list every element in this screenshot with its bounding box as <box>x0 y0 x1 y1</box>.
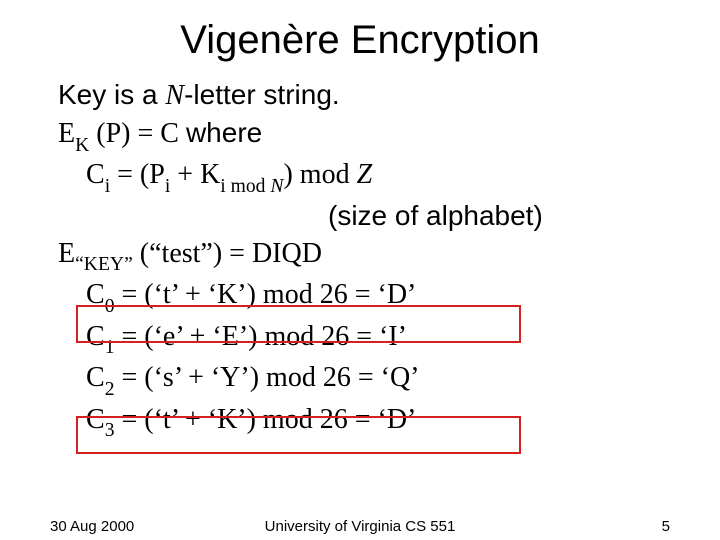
text: (“test”) = DIQD <box>133 238 322 269</box>
sub-mod: mod <box>226 176 271 197</box>
text: (P) = C <box>89 118 186 149</box>
sub-0: 0 <box>105 296 115 317</box>
text: (size of alphabet) <box>328 200 543 231</box>
line-example: E“KEY” (“test”) = DIQD <box>58 235 670 276</box>
sub-i: i <box>220 176 225 197</box>
sym-e: E <box>58 118 75 149</box>
sub-k: K <box>75 135 89 156</box>
var-n: N <box>165 80 184 111</box>
sym-c: C <box>86 362 105 393</box>
line-c1: C1 = (‘e’ + ‘E’) mod 26 = ‘I’ <box>58 318 670 359</box>
sub-i: i <box>165 176 170 197</box>
text: = (‘t’ + ‘K’) mod 26 = ‘D’ <box>114 279 416 310</box>
line-key-def: Key is a N-letter string. <box>58 77 670 115</box>
line-c3: C3 = (‘t’ + ‘K’) mod 26 = ‘D’ <box>58 401 670 442</box>
sub-2: 2 <box>105 379 115 400</box>
text: = (‘t’ + ‘K’) mod 26 = ‘D’ <box>114 404 416 435</box>
var-z: Z <box>357 159 373 190</box>
sym-c: C <box>86 159 105 190</box>
text: Key is a <box>58 79 165 110</box>
sym-c: C <box>86 404 105 435</box>
slide-content: Key is a N-letter string. EK (P) = C whe… <box>50 77 670 442</box>
footer-center: University of Virginia CS 551 <box>0 518 720 535</box>
sub-i: i <box>105 176 110 197</box>
line-ek: EK (P) = C where <box>58 115 670 156</box>
slide: Vigenère Encryption Key is a N-letter st… <box>0 0 720 540</box>
line-ci: Ci = (Pi + Ki mod N) mod Z <box>58 156 670 197</box>
sym-e: E <box>58 238 75 269</box>
text: = (‘s’ + ‘Y’) mod 26 = ‘Q’ <box>114 362 419 393</box>
text: -letter string. <box>184 79 340 110</box>
text: where <box>186 117 262 148</box>
slide-title: Vigenère Encryption <box>50 18 670 63</box>
text: + K <box>170 159 220 190</box>
sym-c: C <box>86 321 105 352</box>
text: ) mod <box>283 159 356 190</box>
footer-page: 5 <box>662 518 670 535</box>
line-c2: C2 = (‘s’ + ‘Y’) mod 26 = ‘Q’ <box>58 359 670 400</box>
sub-n: N <box>270 176 283 197</box>
line-c0: C0 = (‘t’ + ‘K’) mod 26 = ‘D’ <box>58 276 670 317</box>
sym-c: C <box>86 279 105 310</box>
text: = (‘e’ + ‘E’) mod 26 = ‘I’ <box>114 321 407 352</box>
sub-1: 1 <box>105 337 115 358</box>
text: = (P <box>110 159 165 190</box>
sub-3: 3 <box>105 420 115 441</box>
line-alphabet: (size of alphabet) <box>58 198 670 235</box>
sub-key: “KEY” <box>75 254 133 275</box>
